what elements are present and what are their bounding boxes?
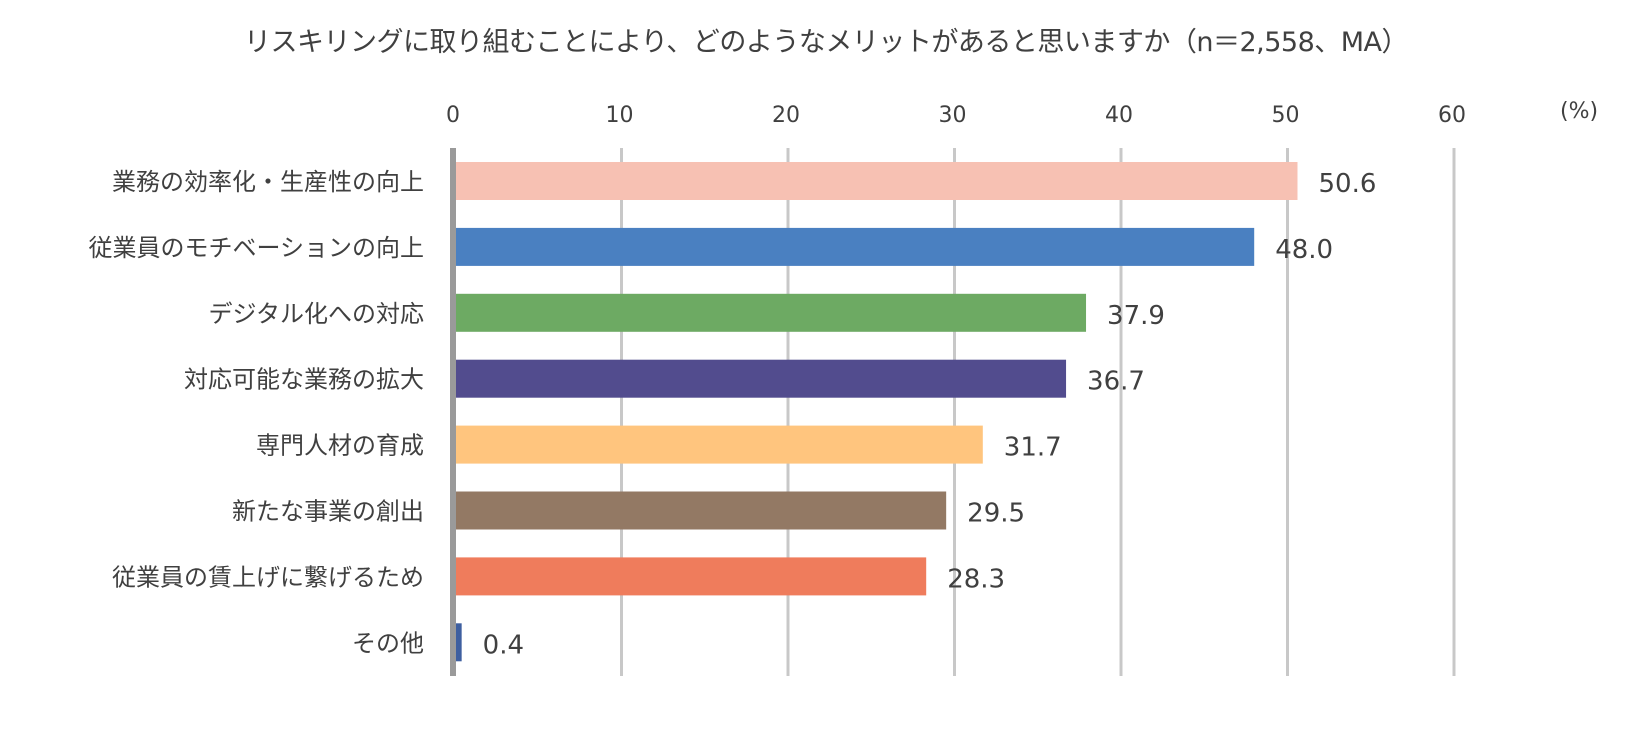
tick-label-60: 60 (1438, 103, 1466, 128)
category-label-8: その他 (352, 629, 424, 657)
value-label-5: 31.7 (1004, 433, 1062, 463)
bars (455, 162, 1298, 662)
bar-6 (455, 491, 947, 530)
gridlines (620, 148, 1456, 676)
bar-5 (455, 425, 983, 464)
category-label-2: 従業員のモチベーションの向上 (88, 234, 424, 262)
value-labels: 50.6 48.0 37.9 36.7 31.7 29.5 28.3 0.4 (483, 169, 1377, 660)
category-label-5: 専門人材の育成 (256, 432, 424, 460)
bar-8 (455, 623, 462, 662)
tick-label-10: 10 (606, 103, 634, 128)
chart-title: リスキリングに取り組むことにより、どのようなメリットがあると思いますか（n＝2,… (243, 27, 1409, 58)
category-label-6: 新たな事業の創出 (232, 498, 424, 526)
value-label-8: 0.4 (483, 630, 524, 660)
bar-7 (455, 557, 927, 596)
value-label-3: 37.9 (1107, 301, 1165, 331)
bar-4 (455, 359, 1067, 398)
bar-3 (455, 293, 1087, 332)
tick-label-20: 20 (772, 103, 800, 128)
category-label-1: 業務の効率化・生産性の向上 (112, 168, 424, 196)
value-label-7: 28.3 (947, 564, 1005, 594)
category-labels: 業務の効率化・生産性の向上従業員のモチベーションの向上デジタル化への対応対応可能… (88, 168, 424, 657)
value-label-4: 36.7 (1087, 367, 1145, 397)
unit-label: (%) (1560, 99, 1598, 124)
category-label-4: 対応可能な業務の拡大 (184, 366, 424, 394)
tick-label-30: 30 (939, 103, 967, 128)
tick-label-0: 0 (446, 103, 460, 128)
value-label-2: 48.0 (1275, 235, 1333, 265)
bar-1 (455, 162, 1298, 200)
tick-label-40: 40 (1105, 103, 1133, 128)
category-label-3: デジタル化への対応 (208, 300, 424, 328)
bar-2 (455, 227, 1255, 266)
x-axis-ticks: 0 10 20 30 40 50 60 (446, 103, 1466, 128)
value-label-6: 29.5 (967, 499, 1025, 529)
value-label-1: 50.6 (1318, 169, 1376, 199)
tick-label-50: 50 (1272, 103, 1300, 128)
category-label-7: 従業員の賃上げに繋げるため (112, 563, 424, 591)
